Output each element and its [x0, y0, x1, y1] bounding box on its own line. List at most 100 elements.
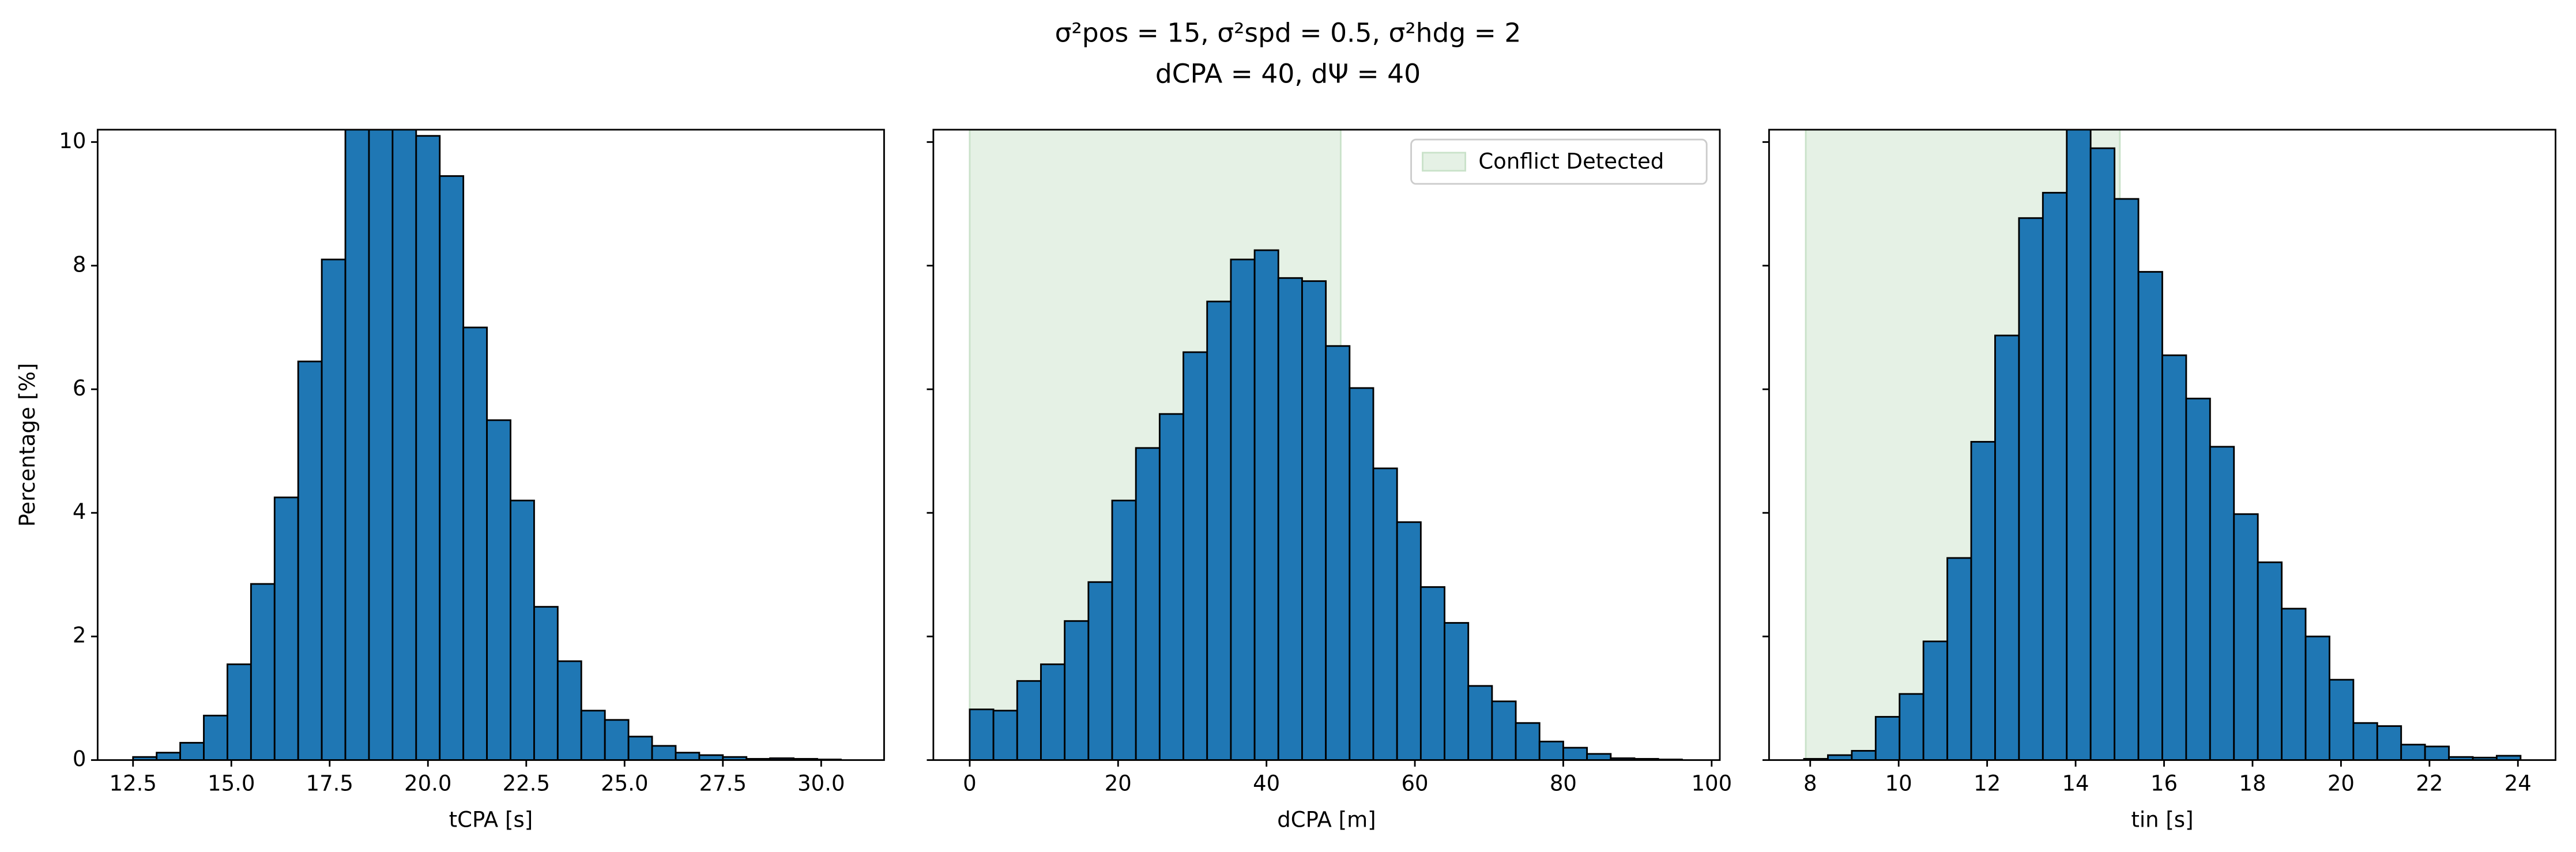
x-tick-label: 16	[2151, 771, 2178, 796]
bar	[1253, 249, 1279, 760]
bar	[1946, 557, 1972, 760]
x-axis-label: tCPA [s]	[449, 807, 533, 832]
bar	[203, 714, 228, 760]
axes-frame	[932, 129, 1721, 761]
bar	[2424, 745, 2450, 760]
x-tick-label: 27.5	[699, 771, 747, 796]
bar	[227, 663, 252, 760]
bar	[2352, 722, 2378, 760]
y-tick-label: 2	[73, 623, 86, 648]
bar	[1970, 440, 1996, 760]
bar	[2496, 755, 2522, 760]
bar	[368, 129, 394, 760]
x-tick-label: 12.5	[110, 771, 157, 796]
bar	[1111, 499, 1137, 760]
x-tick-label: 14	[2062, 771, 2089, 796]
x-tick-label: 18	[2239, 771, 2266, 796]
bar	[1277, 277, 1303, 760]
bar	[1349, 387, 1374, 760]
y-tick-label: 0	[73, 747, 86, 771]
bar	[391, 129, 417, 760]
bar	[2161, 354, 2187, 760]
bar	[2281, 608, 2307, 760]
x-tick-label: 20	[2328, 771, 2355, 796]
bar	[1467, 685, 1493, 760]
x-tick-label: 100	[1691, 771, 1732, 796]
bar	[992, 710, 1018, 760]
bar	[2137, 271, 2163, 760]
bar	[556, 660, 582, 760]
y-tick-label: 10	[59, 129, 86, 153]
x-tick-label: 22	[2416, 771, 2443, 796]
title-line: σ²pos = 15, σ²spd = 0.5, σ²hdg = 2	[1055, 17, 1522, 48]
x-tick-label: 40	[1253, 771, 1280, 796]
bar	[1325, 345, 1351, 760]
bar	[651, 745, 677, 760]
bar	[1396, 521, 1422, 760]
axes-frame	[1768, 129, 2556, 761]
bar	[2089, 147, 2116, 760]
x-tick-label: 80	[1550, 771, 1577, 796]
bar	[1586, 753, 1612, 760]
x-tick-label: 10	[1885, 771, 1912, 796]
x-tick-label: 12	[1974, 771, 2001, 796]
bar	[2042, 191, 2068, 760]
x-tick-label: 20	[1105, 771, 1132, 796]
bar	[1206, 300, 1232, 760]
bar	[273, 496, 299, 760]
bar	[1419, 586, 1445, 760]
bar	[321, 258, 347, 760]
bar	[2257, 561, 2283, 760]
x-tick-label: 8	[1803, 771, 1817, 796]
bar	[627, 736, 653, 760]
bar	[156, 752, 182, 760]
bar	[1851, 750, 1877, 760]
bar	[1016, 680, 1042, 760]
bar	[2066, 129, 2092, 760]
title-line: dCPA = 40, dΨ = 40	[1155, 58, 1421, 89]
bar	[969, 708, 995, 760]
bar	[533, 606, 559, 760]
bar	[2018, 217, 2044, 760]
bar	[604, 719, 630, 760]
bar	[439, 175, 465, 760]
bar	[179, 742, 205, 760]
bar	[297, 360, 323, 760]
bar	[1491, 700, 1517, 760]
y-tick-label: 4	[73, 499, 86, 524]
bar	[1135, 447, 1161, 760]
y-tick-label: 6	[73, 376, 86, 401]
x-tick-label: 30.0	[797, 771, 845, 796]
plot-area	[132, 129, 842, 760]
y-axis-label: Percentage [%]	[15, 363, 40, 527]
bar	[250, 583, 276, 760]
bar	[1230, 258, 1256, 760]
bar	[1040, 663, 1066, 760]
bar	[2114, 198, 2140, 760]
bar	[415, 135, 441, 760]
legend-box	[1410, 138, 1708, 185]
bar	[344, 129, 370, 760]
plot-area	[969, 129, 1683, 760]
bar	[2329, 678, 2355, 760]
bar	[2233, 513, 2259, 760]
bar	[1562, 747, 1588, 760]
bar	[1538, 740, 1564, 760]
bar	[1922, 640, 1949, 760]
plot-area	[1803, 129, 2522, 760]
x-axis-label: tin [s]	[2131, 807, 2193, 832]
legend-label: Conflict Detected	[1478, 149, 1664, 174]
bar	[2185, 397, 2211, 760]
legend-swatch	[1422, 152, 1466, 172]
bar	[2376, 725, 2402, 760]
x-tick-label: 20.0	[404, 771, 451, 796]
x-tick-label: 22.5	[503, 771, 550, 796]
y-tick-label: 8	[73, 252, 86, 277]
bar	[2209, 446, 2235, 760]
x-axis-label: dCPA [m]	[1277, 807, 1376, 832]
bar	[462, 326, 488, 760]
x-tick-label: 25.0	[601, 771, 648, 796]
bar	[1444, 622, 1470, 760]
bar	[1064, 620, 1090, 760]
bar	[675, 752, 701, 760]
